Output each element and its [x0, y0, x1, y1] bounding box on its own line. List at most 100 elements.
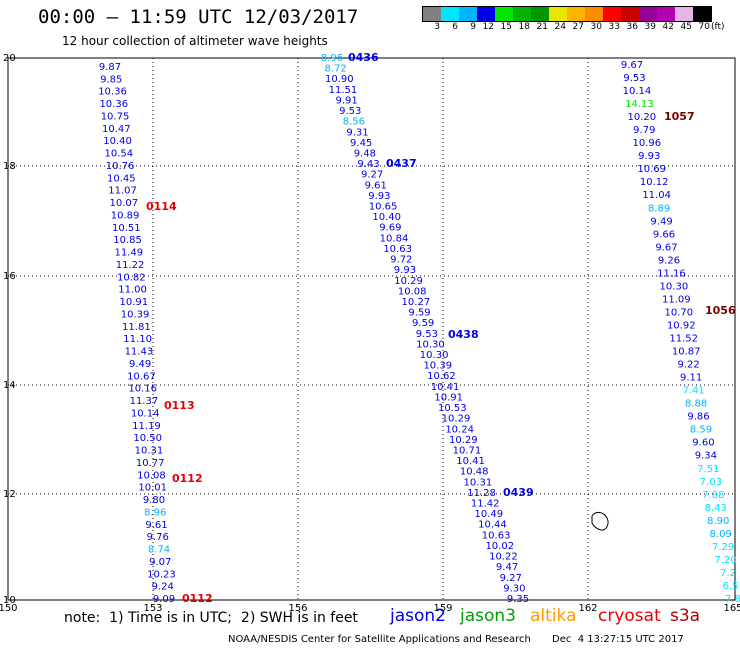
latitude-label: 14	[3, 380, 16, 391]
wave-height-value: 10.22	[489, 552, 518, 563]
longitude-label: 156	[288, 603, 307, 614]
wave-height-value: 10.40	[103, 136, 132, 147]
credit-line: NOAA/NESDIS Center for Satellite Applica…	[228, 634, 531, 645]
legend-swatch	[675, 7, 693, 21]
wave-height-value: 9.26	[658, 255, 680, 266]
legend-label: 36	[626, 22, 638, 32]
wave-height-value: 9.61	[365, 180, 387, 191]
wave-height-value: 10.07	[109, 198, 138, 209]
footer-note: note: 1) Time is in UTC; 2) SWH is in fe…	[64, 610, 358, 626]
legend-swatch	[567, 7, 585, 21]
wave-height-value: 10.89	[111, 210, 140, 221]
wave-height-value: 9.53	[339, 106, 361, 117]
wave-height-value: 7.88	[702, 490, 724, 501]
wave-height-value: 10.30	[420, 350, 449, 361]
wave-height-value: 10.23	[147, 569, 176, 580]
wave-height-value: 9.49	[650, 216, 672, 227]
wave-height-value: 9.48	[354, 148, 376, 159]
latitude-label: 10	[3, 595, 16, 606]
wave-height-value: 10.14	[131, 408, 160, 419]
legend-label: 42	[662, 22, 674, 32]
pass-time-label: 0113	[164, 399, 195, 412]
wave-height-value: 10.91	[120, 297, 149, 308]
legend-swatches	[422, 6, 712, 22]
wave-height-value: 8.72	[325, 64, 347, 75]
pass-time-label: 0112	[182, 592, 213, 605]
wave-height-value: 10.01	[138, 483, 167, 494]
wave-height-value: 6.5	[723, 581, 739, 592]
wave-height-value: 10.69	[637, 164, 666, 175]
generated-timestamp: Dec 4 13:27:15 UTC 2017	[552, 634, 684, 645]
longitude-label: 150	[0, 603, 18, 614]
wave-height-value: 10.29	[442, 414, 471, 425]
legend-label: 12	[482, 22, 494, 32]
wave-height-value: 11.37	[130, 396, 159, 407]
latitude-label: 16	[3, 271, 16, 282]
satellite-label-jason3: jason3	[460, 606, 516, 626]
wave-height-value: 9.60	[692, 438, 714, 449]
wave-height-value: 7.20	[714, 555, 736, 566]
wave-height-value: 7.8	[725, 594, 740, 605]
legend-label: 45	[680, 22, 692, 32]
wave-height-value: 9.09	[153, 594, 175, 605]
wave-height-value: 9.80	[143, 495, 165, 506]
wave-height-value: 10.71	[453, 445, 482, 456]
legend-label: 18	[518, 22, 530, 32]
legend-swatch	[531, 7, 549, 21]
legend-swatch	[693, 7, 711, 21]
wave-height-value: 10.02	[485, 541, 514, 552]
pass-time-label: 0438	[448, 328, 479, 341]
wave-height-value: 9.67	[655, 242, 677, 253]
satellite-label-s3a: s3a	[670, 606, 701, 626]
satellite-label-altika: altika	[530, 606, 577, 626]
wave-height-value: 10.67	[127, 371, 156, 382]
legend-label: 21	[536, 22, 548, 32]
wave-height-value: 10.85	[113, 235, 142, 246]
longitude-label: 162	[578, 603, 597, 614]
wave-height-value: 10.12	[640, 177, 669, 188]
wave-height-value: 10.24	[445, 424, 474, 435]
wave-height-value: 9.93	[638, 151, 660, 162]
legend-label: 33	[608, 22, 620, 32]
legend-swatch	[639, 7, 657, 21]
wave-height-value: 8.96	[321, 53, 343, 64]
legend-swatch	[549, 7, 567, 21]
wave-height-value: 10.20	[628, 112, 657, 123]
wave-height-value: 9.93	[368, 191, 390, 202]
color-legend: 3 6 9 12 15 18 21 24 27 30 33 36 39 42 45 70 (ft)	[422, 6, 725, 32]
wave-height-value: 11.51	[329, 85, 358, 96]
wave-height-value: 9.45	[350, 138, 372, 149]
legend-swatch	[441, 7, 459, 21]
wave-height-value: 10.77	[136, 458, 165, 469]
wave-height-value: 11.16	[657, 268, 686, 279]
pass-time-label: 0439	[503, 486, 534, 499]
page-subtitle: 12 hour collection of altimeter wave hei…	[62, 34, 328, 48]
wave-height-value: 10.63	[383, 244, 412, 255]
island-outline	[591, 511, 609, 531]
legend-swatch	[423, 7, 441, 21]
wave-height-value: 10.31	[464, 477, 493, 488]
wave-height-value: 10.63	[482, 530, 511, 541]
wave-height-value: 9.07	[149, 557, 171, 568]
wave-height-value: 9.67	[621, 60, 643, 71]
legend-label: 30	[590, 22, 602, 32]
longitude-label: 153	[143, 603, 162, 614]
wave-height-value: 10.30	[416, 339, 445, 350]
satellite-label-cryosat: cryosat	[598, 606, 661, 626]
wave-height-value: 8.88	[685, 399, 707, 410]
wave-height-value: 10.91	[434, 392, 463, 403]
legend-swatch	[621, 7, 639, 21]
wave-height-value: 9.86	[687, 412, 709, 423]
wave-height-value: 9.49	[129, 359, 151, 370]
wave-height-value: 8.89	[648, 203, 670, 214]
wave-height-value: 11.52	[669, 334, 698, 345]
pass-time-label: 0437	[386, 157, 417, 170]
wave-height-value: 11.09	[662, 294, 691, 305]
legend-label: 9	[470, 22, 476, 32]
wave-height-value: 10.76	[106, 161, 135, 172]
wave-height-value: 7.2	[720, 568, 736, 579]
wave-height-value: 10.39	[423, 361, 452, 372]
wave-height-value: 11.42	[471, 499, 500, 510]
legend-label: 15	[500, 22, 512, 32]
